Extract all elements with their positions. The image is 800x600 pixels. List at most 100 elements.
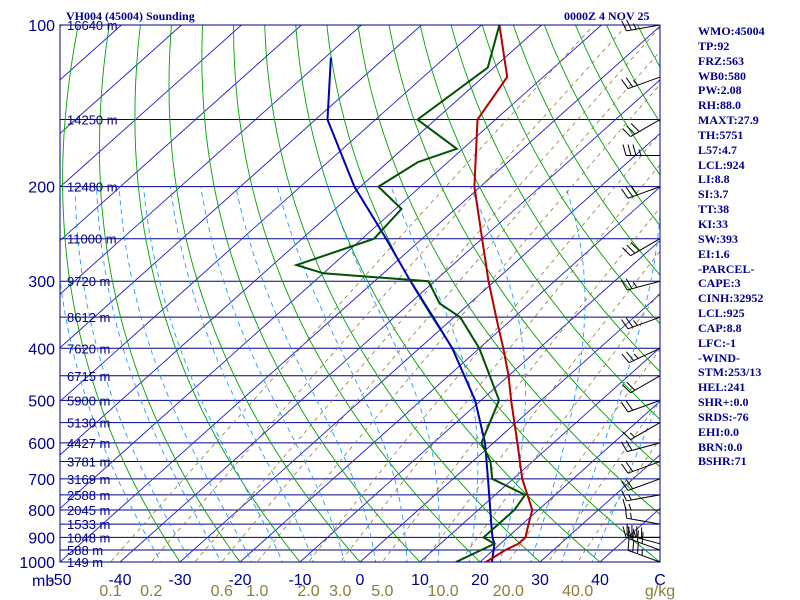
wind-barb-full [625,461,634,472]
mixing-ratio-line [256,83,660,562]
sounding-time: 0000Z 4 NOV 25 [564,9,650,23]
wind-barb-half [633,79,638,86]
dewpoint-trace [293,25,527,562]
wind-barb-half [627,494,632,501]
mixing-ratio-line [221,50,660,562]
isotherm-line [60,25,182,135]
dry-adiabat-line [264,25,541,562]
stat-line: -WIND- [698,350,740,365]
stat-line: BRN:0.0 [698,439,743,454]
mixing-ratio-tick-label: 10.0 [428,583,459,600]
temperature-tick-label: 30 [531,572,549,589]
mixing-ratio-line [577,437,660,562]
plot-frame [59,24,661,563]
wind-barb-full [621,79,629,89]
mixing-ratio-tick-label: 2.0 [297,583,319,600]
temperature-tick-label: -30 [168,572,191,589]
wind-barb [622,238,661,257]
isotherm-line [60,25,542,456]
temperature-tick-label: C [654,572,666,589]
temperature-tick-label: -50 [48,572,71,589]
dry-adiabat-line [419,25,660,420]
wind-barb-full [622,384,631,394]
wind-barb [621,478,661,491]
wind-barb-full [632,540,635,553]
wind-barb-half [633,353,639,359]
pressure-tick-label: 100 [28,18,55,35]
moist-adiabat-line [143,186,283,562]
wind-barb-shaft [627,316,661,330]
height-label: 149 m [67,555,103,570]
stat-line: LCL:924 [698,157,745,172]
moist-adiabat-line [169,186,314,562]
wind-barb-full [627,526,632,538]
wind-barb-shaft [627,537,661,551]
moist-adiabat-line [561,204,660,562]
height-label: 4427 m [67,436,110,451]
height-label: 5130 m [67,416,110,431]
dry-adiabat-line [512,25,660,276]
moist-adiabat-line [591,396,660,562]
height-label: 2045 m [67,503,110,518]
wind-barb-full [626,244,636,254]
wind-barb-full [622,526,627,538]
stat-line: TP:92 [698,38,730,53]
wind-barb [621,19,661,32]
moist-adiabat-line [60,276,162,562]
pressure-unit-label: mb [32,573,54,590]
wind-barb-full [626,125,636,135]
height-label: 1048 m [67,530,110,545]
wind-barb-full [627,144,632,156]
temperature-tick-label: -10 [288,572,311,589]
pressure-tick-label: 200 [28,180,55,197]
stat-line: FRZ:563 [698,53,744,68]
mixing-ratio-line [547,398,660,562]
moist-adiabat-line [530,186,586,562]
wind-barb-shaft [630,422,661,441]
dry-adiabat-line [62,25,181,562]
stat-line: CINH:32952 [698,291,764,306]
wind-barb [621,347,661,364]
mixing-ratio-line [194,26,660,562]
wind-barb-full [626,381,636,391]
dry-adiabat-line [233,25,481,562]
temperature-tick-label: -40 [108,572,131,589]
temperature-tick-label: 0 [356,572,365,589]
height-label: 5900 m [67,393,110,408]
wind-barb-shaft [630,119,661,137]
wind-barb-full [625,278,633,289]
stats-panel: WMO:45004 TP:92 FRZ:563 WB0:580 PW:2.08 RH:88… [698,24,765,469]
wind-barb-full [625,479,634,490]
wind-barb-full [622,247,631,257]
wind-barb-full [622,498,627,511]
wind-barb-full [630,185,638,196]
wind-barb-full [621,353,630,363]
mixing-ratio-unit-label: g/kg [645,583,675,600]
isotherm-line [179,132,660,562]
stat-line: WMO:45004 [698,24,765,38]
wind-barb-full [621,188,629,199]
isotherm-line [60,25,660,562]
wind-barb-full [625,351,635,361]
wind-barb-shaft [627,478,661,491]
stat-line: HEL:241 [698,380,746,395]
wind-barb-shaft [627,76,661,90]
isotherm-line [60,25,302,242]
wind-barb [621,185,661,199]
wind-barb [626,523,661,545]
wind-barb-shaft [627,186,661,199]
height-label: 6715 m [67,369,110,384]
temperature-tick-label: -20 [228,572,251,589]
isotherm-line [539,454,660,562]
wind-barb [621,461,661,474]
stat-line: LI:8.8 [698,172,730,187]
wind-barb-shaft [630,375,661,394]
wind-barb-full [627,538,630,551]
wind-barb-full [632,144,637,156]
stat-line: WB0:580 [698,68,746,83]
wind-barb-shaft [627,399,661,413]
wind-barb-half [638,149,642,156]
wind-barb-half [632,281,638,288]
mixing-ratio-line [307,132,660,562]
wind-barb-full [625,186,634,197]
